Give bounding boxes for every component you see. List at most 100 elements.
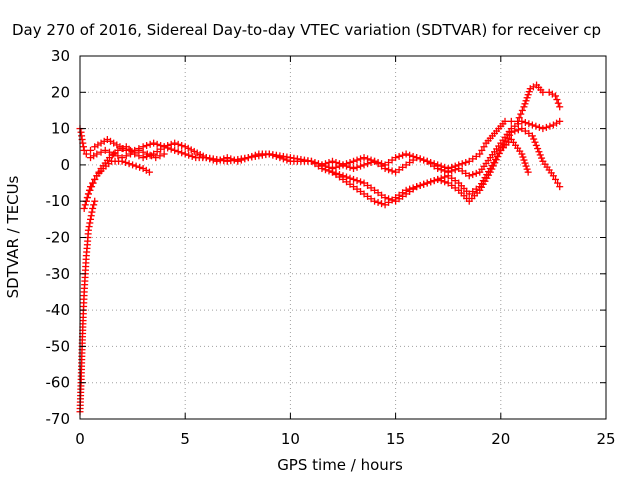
data-point [556,103,564,111]
y-tick-label: 30 [51,47,70,65]
data-point [497,138,513,154]
data-point [135,146,147,156]
data-point [145,168,153,176]
data-point [486,142,503,162]
data-point [524,168,532,176]
data-point [82,150,90,158]
data-point [371,157,386,170]
data-point [528,132,546,162]
data-point [556,117,564,125]
data-point [91,141,102,151]
y-tick-label: -50 [46,337,71,355]
data-point [118,157,133,168]
data-point [518,117,533,128]
data-point [93,148,105,158]
data-point [80,273,89,296]
y-tick-label: 10 [51,120,70,138]
data-point [152,152,164,162]
data-point [110,139,121,149]
data-point [520,88,533,111]
data-point [82,186,93,205]
x-tick-label: 5 [180,430,190,448]
data-point [350,155,365,165]
data-point [501,117,509,125]
data-point [87,146,95,154]
data-points [76,81,564,416]
data-point [87,175,99,191]
data-point [444,179,459,192]
series-track-e [76,197,99,416]
data-point [402,150,417,160]
data-point [423,157,438,170]
data-point [307,157,322,170]
data-point [89,201,98,212]
data-point [518,125,533,137]
y-tick-label: -40 [46,301,71,319]
chart-title: Day 270 of 2016, Sidereal Day-to-day VTE… [12,21,601,39]
data-point [143,150,156,160]
data-point [371,197,386,208]
data-point [80,146,88,154]
data-point [328,157,343,168]
data-point [350,175,365,186]
data-point [360,158,375,169]
data-point [318,158,333,169]
data-point [518,150,531,173]
data-point [413,154,428,164]
data-point [434,165,449,175]
data-point [118,152,130,162]
data-point [84,219,94,234]
data-point [507,117,515,125]
data-point [171,139,186,150]
data-point [93,167,105,180]
data-point [328,168,343,181]
data-point [339,175,354,188]
data-point [160,140,175,151]
x-tick-label: 0 [75,430,85,448]
y-axis-label: SDTVAR / TECUs [4,175,22,298]
data-point [77,128,86,140]
data-point [371,186,386,199]
plot-frame [79,55,607,420]
x-tick-label: 10 [281,430,300,448]
series-track-d [87,117,564,180]
data-point [423,177,438,187]
y-tick-label: 0 [60,156,70,174]
series-track-c [82,135,532,209]
data-point [549,172,562,187]
data-point [392,151,407,162]
data-point [392,192,407,205]
data-point [539,122,554,133]
data-point [82,244,91,260]
data-point [350,162,365,173]
grid [80,56,606,419]
data-point [497,128,513,147]
data-point [507,135,524,155]
data-point [528,121,543,131]
data-point [476,143,488,158]
data-point [110,150,122,160]
data-point [455,158,470,169]
data-point [381,156,396,169]
data-point [181,150,196,160]
data-point [360,179,375,192]
data-point [539,88,547,96]
x-axis-label: GPS time / hours [277,456,403,474]
data-point [339,161,354,171]
y-tick-label: 20 [51,83,70,101]
y-tick-label: -20 [46,229,71,247]
data-point [476,168,493,191]
data-point [413,180,428,191]
data-point [160,150,168,158]
y-tick-label: -70 [46,410,71,428]
x-tick-label: 15 [386,430,405,448]
data-point [126,148,139,158]
data-point [171,146,186,157]
data-point [465,185,480,198]
data-point [486,149,503,173]
data-point [77,346,86,387]
data-point [392,189,407,202]
data-point [286,154,312,165]
data-point [392,163,407,176]
